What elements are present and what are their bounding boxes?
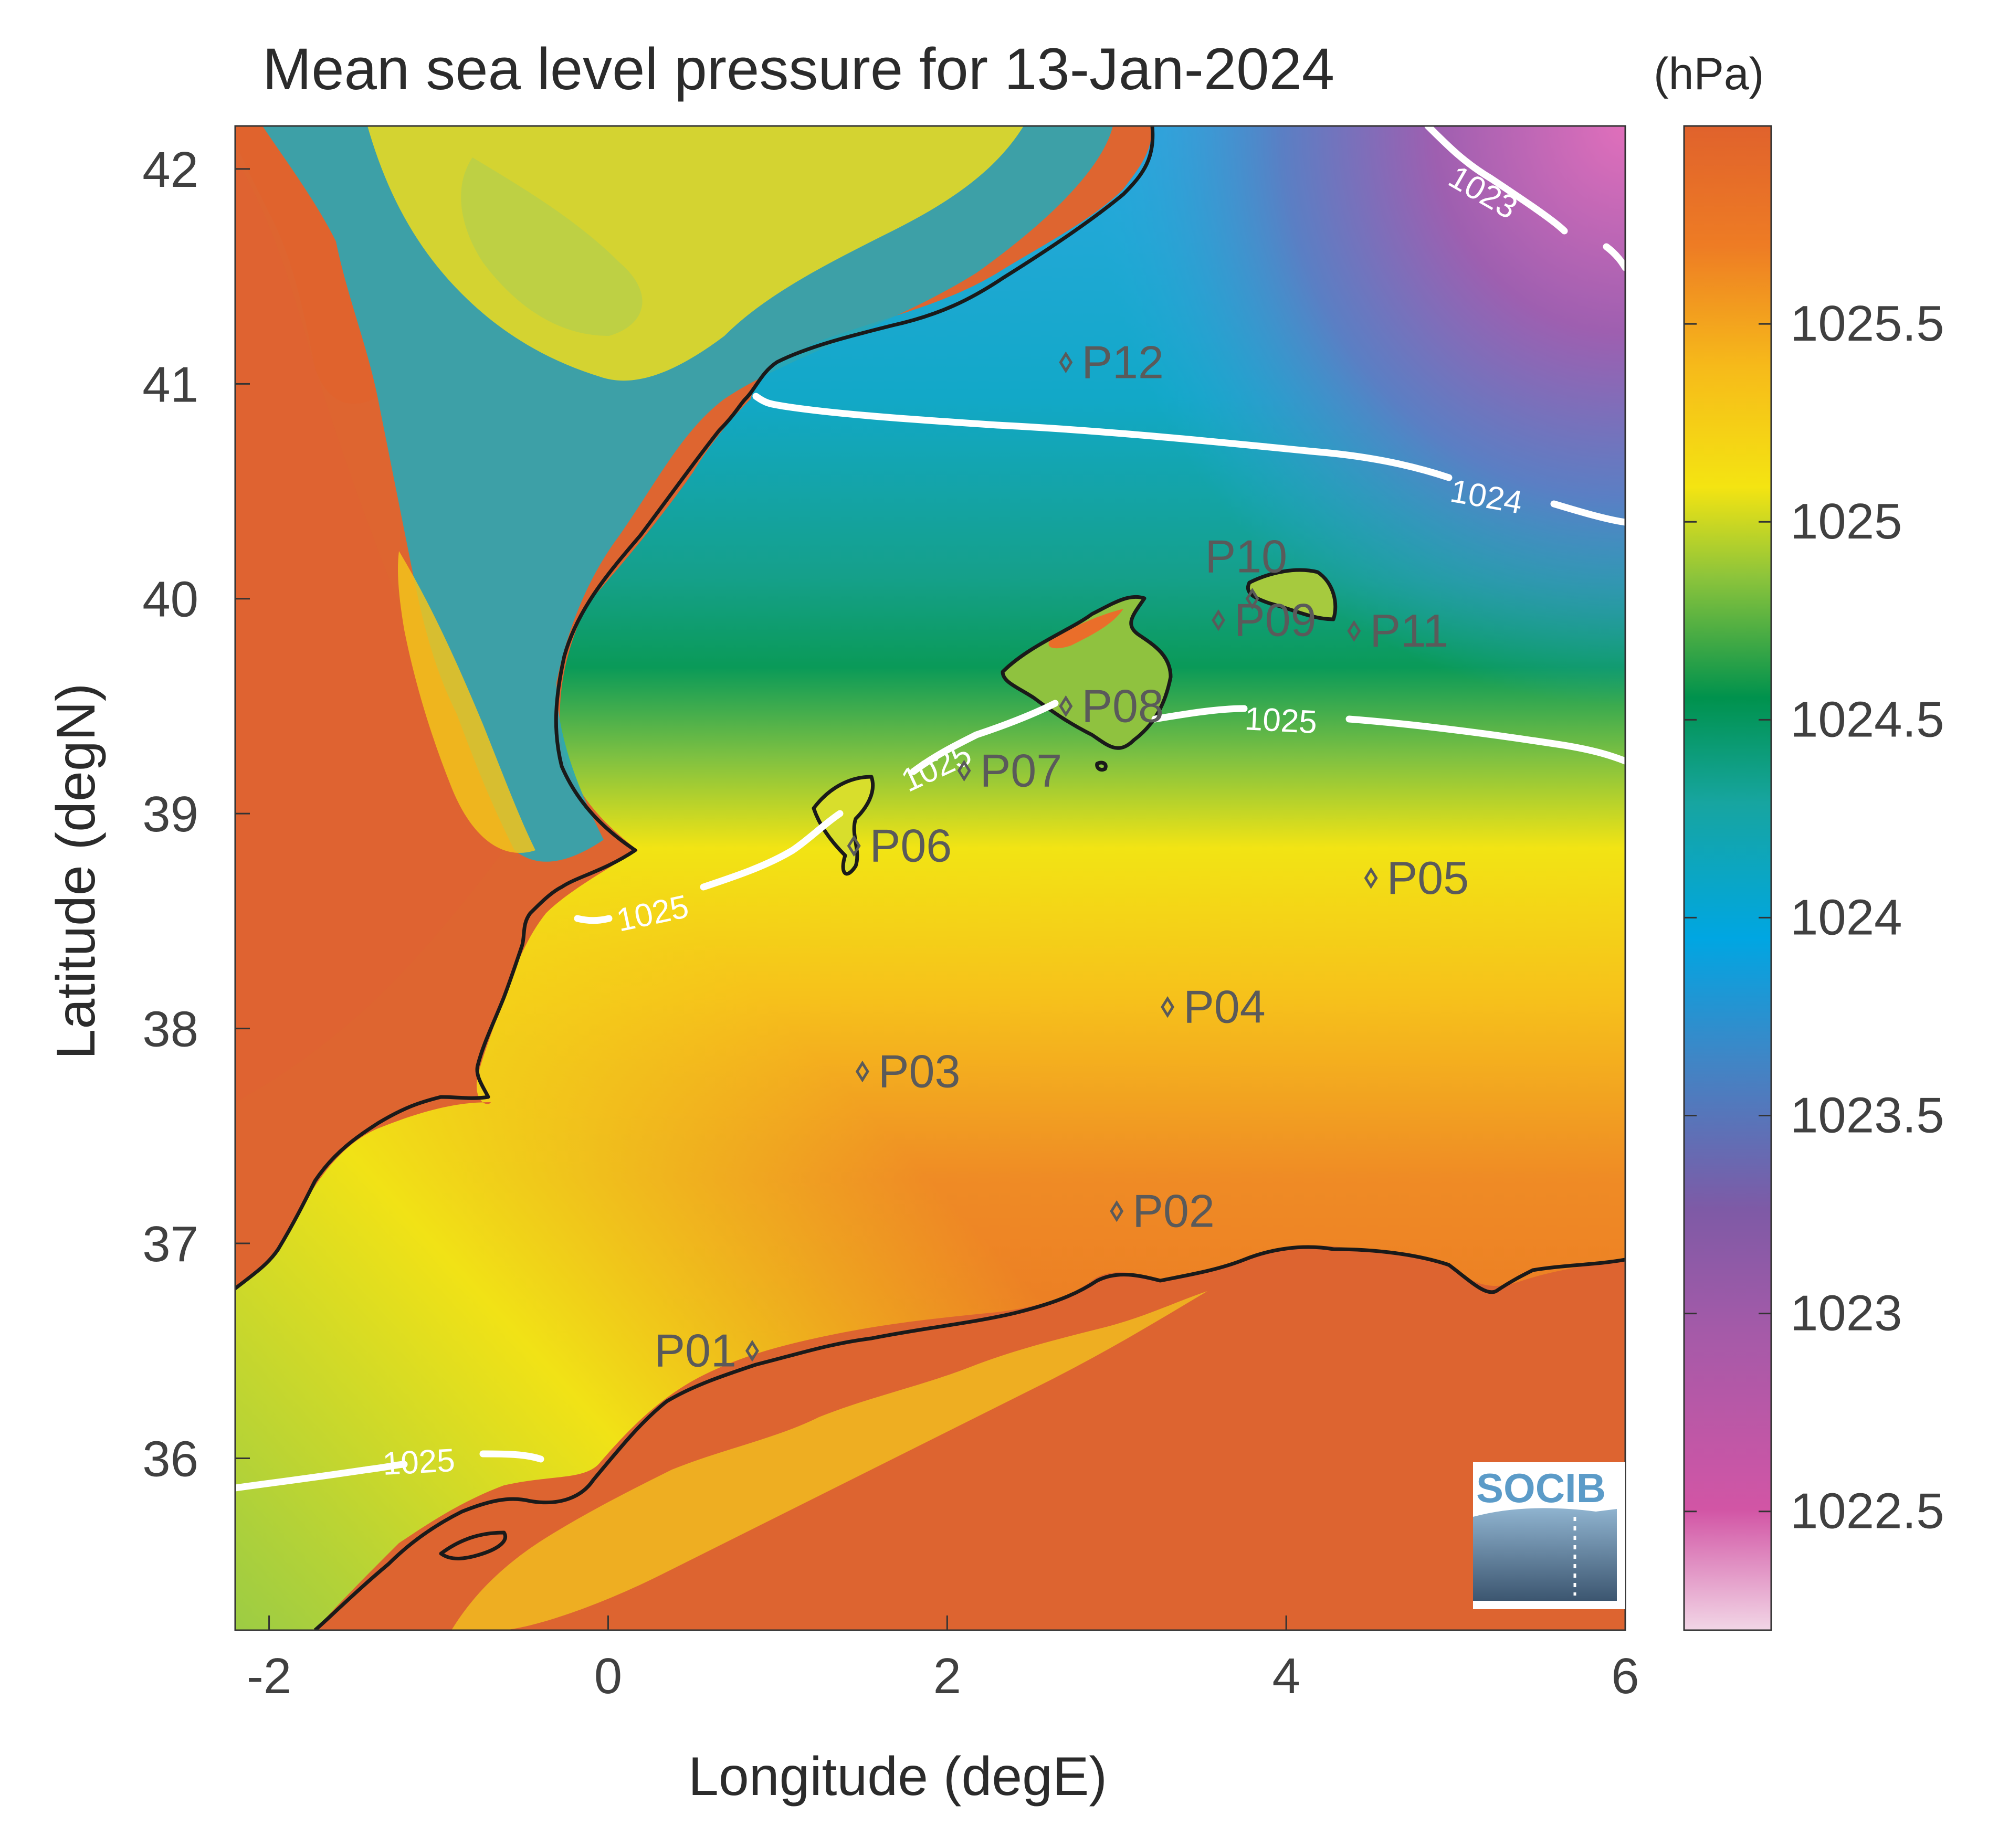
x-axis-label: Longitude (degE)	[688, 1746, 1107, 1807]
contour-1025-north	[574, 700, 1625, 924]
station-p07[interactable]: P07	[957, 744, 1063, 796]
colorbar-tick-label: 1025.5	[1790, 295, 1944, 352]
station-p08[interactable]: P08	[1059, 680, 1164, 732]
station-marker	[1110, 1200, 1124, 1222]
colorbar-tick-label: 1024.5	[1790, 691, 1944, 747]
colorbar-ticks: 1022.5 1023 1023.5 1024 1024.5 1025 1025.5	[1684, 295, 1944, 1539]
contour-label-1025-east: 1025	[1244, 701, 1318, 741]
station-markers: P01 P02 P03 P04 P05 P06 P07 P08 P09 P10 P11 P12	[654, 336, 1469, 1376]
station-marker	[1364, 867, 1378, 889]
station-label: P02	[1132, 1185, 1215, 1237]
land-texture-interior	[235, 157, 504, 1102]
land-ibiza	[814, 777, 873, 874]
land-texture-lightgreen	[461, 157, 643, 336]
contour-1025-south	[235, 1450, 544, 1492]
station-marker	[1212, 609, 1225, 631]
station-label: P11	[1370, 605, 1448, 657]
station-p11[interactable]: P11	[1347, 605, 1448, 657]
station-marker	[847, 835, 861, 857]
colorbar-tick-label: 1025	[1790, 493, 1902, 550]
station-p12[interactable]: P12	[1059, 336, 1164, 388]
station-marker	[1161, 996, 1175, 1018]
station-marker	[855, 1060, 869, 1083]
colorbar-tick-label: 1023.5	[1790, 1087, 1944, 1144]
x-tick-label: 4	[1272, 1648, 1300, 1704]
y-tick-label: 36	[142, 1431, 198, 1487]
land-north-africa-yellow	[451, 1291, 1207, 1630]
colorbar-gradient	[1683, 125, 1772, 1631]
station-marker	[1347, 620, 1361, 642]
contour-label-1025-south: 1025	[382, 1442, 456, 1482]
land-menorca	[1248, 570, 1335, 619]
y-axis-ticks: 36 37 38 39 40 41 42	[142, 142, 250, 1487]
station-p02[interactable]: P02	[1110, 1185, 1215, 1237]
station-p09[interactable]: P09	[1212, 594, 1317, 646]
x-tick-label: 2	[933, 1648, 961, 1704]
station-label: P06	[870, 820, 952, 872]
y-tick-label: 40	[142, 572, 198, 628]
figure-title: Mean sea level pressure for 13-Jan-2024	[262, 36, 1334, 102]
land-texture-coastal-yellow	[398, 551, 535, 853]
station-label: P09	[1234, 594, 1317, 646]
y-tick-label: 41	[142, 356, 198, 413]
x-axis-ticks: -2 0 2 4 6	[247, 1615, 1639, 1704]
coastline-alboran-island	[439, 1530, 507, 1560]
station-marker	[1059, 351, 1073, 374]
y-tick-label: 39	[142, 786, 198, 842]
station-marker	[957, 759, 971, 782]
x-tick-label: -2	[247, 1648, 291, 1704]
contour-1023	[1424, 126, 1625, 271]
station-p10[interactable]: P10	[1205, 531, 1288, 610]
station-marker	[745, 1340, 759, 1362]
logo-underline	[1473, 1601, 1625, 1608]
x-tick-label: 0	[594, 1648, 622, 1704]
coastline-cabrera	[1095, 761, 1108, 772]
land-mallorca-hot	[1048, 609, 1123, 649]
map-frame	[234, 125, 1626, 1631]
colorbar-tick-label: 1024	[1790, 889, 1902, 945]
station-p01[interactable]: P01	[654, 1325, 759, 1377]
contour-1024	[752, 393, 1625, 526]
colorbar-tick-label: 1023	[1790, 1285, 1902, 1342]
station-label: P08	[1081, 680, 1164, 732]
station-label: P05	[1387, 852, 1469, 904]
station-label: P04	[1183, 981, 1266, 1033]
station-label: P10	[1205, 531, 1288, 583]
colorbar: 1022.5 1023 1023.5 1024 1024.5 1025 1025.5	[1683, 125, 1944, 1631]
x-tick-label: 6	[1611, 1648, 1639, 1704]
logo-text: SOCIB	[1476, 1465, 1606, 1511]
station-p04[interactable]: P04	[1161, 981, 1266, 1033]
station-label: P01	[654, 1325, 737, 1377]
station-label: P12	[1081, 336, 1164, 388]
socib-logo: SOCIB	[1473, 1462, 1625, 1609]
coastline-north-africa	[313, 1245, 1625, 1630]
coastline-iberia	[235, 126, 1155, 1290]
y-axis-label: Latitude (degN)	[46, 683, 107, 1060]
y-tick-label: 37	[142, 1216, 198, 1272]
station-p05[interactable]: P05	[1364, 852, 1469, 904]
station-marker	[1059, 695, 1073, 717]
land-texture-yellow	[367, 126, 1024, 381]
station-label: P07	[980, 744, 1063, 796]
colorbar-tick-label: 1022.5	[1790, 1483, 1944, 1539]
coastline-menorca	[1246, 568, 1338, 621]
station-label: P03	[878, 1045, 961, 1097]
land-texture-green	[262, 126, 1113, 862]
y-tick-label: 38	[142, 1001, 198, 1058]
logo-wave	[1473, 1508, 1617, 1601]
y-tick-label: 42	[142, 142, 198, 198]
station-p03[interactable]: P03	[855, 1045, 961, 1097]
map-panel[interactable]	[235, 126, 1625, 1630]
coastline-mallorca	[1001, 595, 1173, 750]
land-mallorca	[1003, 597, 1171, 748]
station-p06[interactable]: P06	[847, 820, 952, 872]
unit-label: (hPa)	[1654, 49, 1764, 99]
station-marker	[1245, 588, 1259, 610]
